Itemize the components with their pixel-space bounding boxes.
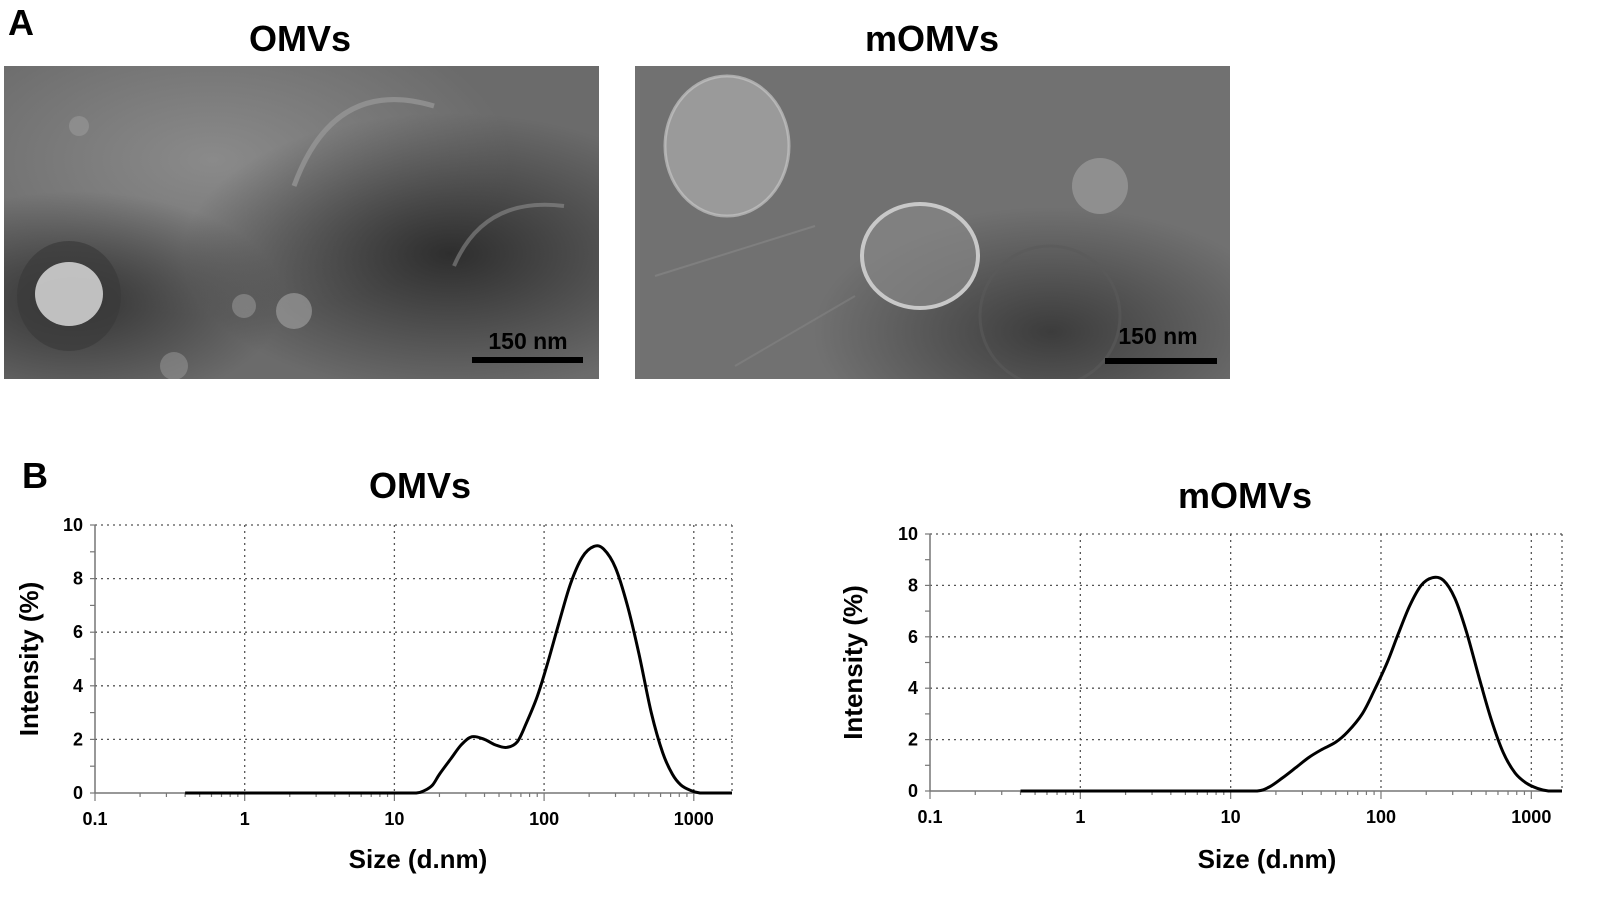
chart-2-ytick-label: 2 (908, 730, 918, 750)
chart-2-ytick-label: 4 (908, 678, 918, 698)
chart-1-ytick-label: 10 (63, 515, 83, 535)
chart-1-y-label: Intensity (%) (14, 582, 44, 737)
chart-1-series-line (185, 544, 732, 795)
chart-1-ytick-label: 8 (73, 569, 83, 589)
tem-image-omvs (4, 66, 599, 379)
chart-2-x-label: Size (d.nm) (1198, 844, 1337, 874)
chart-1-title: OMVs (369, 465, 471, 506)
chart-2-xtick-label: 1000 (1511, 807, 1551, 827)
tem-image-momvs (635, 66, 1230, 379)
scale-bar-label-omvs: 150 nm (488, 328, 568, 354)
chart-2-series-line (1020, 575, 1562, 793)
chart-2-y-label: Intensity (%) (838, 585, 868, 740)
scale-bar-omvs (472, 357, 583, 363)
chart-1-xtick-label: 0.1 (82, 809, 107, 829)
chart-2-ytick-label: 10 (898, 524, 918, 544)
scale-bar-momvs (1105, 358, 1217, 364)
chart-1-xtick-label: 1 (240, 809, 250, 829)
chart-2-xtick-label: 100 (1366, 807, 1396, 827)
chart-1-ytick-label: 0 (73, 783, 83, 803)
chart-1-xtick-label: 1000 (674, 809, 714, 829)
chart-1-ytick-label: 4 (73, 676, 83, 696)
chart-1-xtick-label: 10 (384, 809, 404, 829)
chart-1-ytick-label: 6 (73, 622, 83, 642)
tem-omvs-title: OMVs (248, 18, 352, 59)
chart-2-ytick-label: 8 (908, 575, 918, 595)
chart-2-title: mOMVs (1178, 475, 1312, 516)
chart-2-xtick-label: 1 (1075, 807, 1085, 827)
tem-momvs-title: mOMVs (864, 18, 1000, 59)
chart-1-ytick-label: 2 (73, 729, 83, 749)
chart-2-ytick-label: 0 (908, 781, 918, 801)
scale-bar-label-momvs: 150 nm (1118, 323, 1198, 349)
chart-1-x-label: Size (d.nm) (349, 844, 488, 874)
chart-2-ytick-label: 6 (908, 627, 918, 647)
chart-2-xtick-label: 0.1 (917, 807, 942, 827)
chart-2-xtick-label: 10 (1221, 807, 1241, 827)
panel-a-letter: A (8, 2, 34, 43)
chart-1-xtick-label: 100 (529, 809, 559, 829)
panel-b-letter: B (22, 455, 48, 496)
